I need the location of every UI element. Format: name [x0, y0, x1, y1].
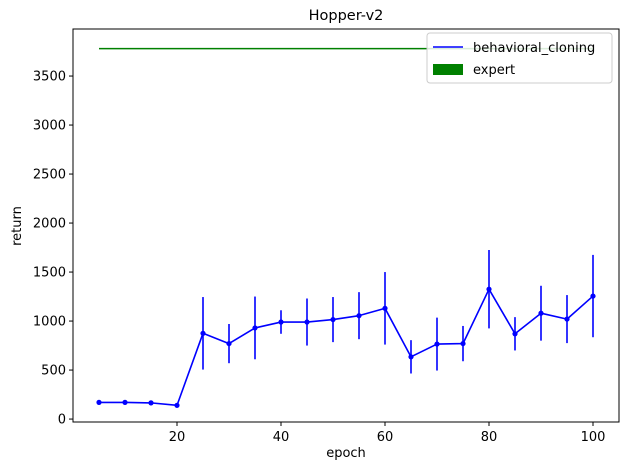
legend-label-behavioral-cloning: behavioral_cloning [473, 41, 595, 56]
data-point [356, 313, 362, 319]
y-axis: 0 500 1000 1500 2000 2500 3000 3500 [33, 70, 73, 428]
y-tick-label: 3500 [33, 70, 66, 85]
legend-swatch-expert [433, 64, 463, 75]
data-point [304, 319, 310, 325]
data-point [486, 286, 492, 292]
behavioral-cloning-series [96, 250, 596, 408]
y-tick-label: 500 [41, 364, 66, 379]
data-point [122, 399, 128, 405]
data-point [96, 399, 102, 405]
data-point [330, 316, 336, 323]
data-point [590, 293, 596, 299]
behavioral-cloning-line [99, 288, 594, 407]
x-axis-label: epoch [326, 446, 366, 461]
y-tick-label: 3000 [33, 119, 66, 134]
data-point [408, 354, 414, 360]
plot-area [96, 47, 596, 408]
y-tick-label: 2000 [33, 217, 66, 232]
x-tick-label: 20 [169, 430, 186, 445]
data-point [148, 400, 154, 406]
y-axis-label: return [10, 206, 25, 246]
data-point [564, 316, 570, 322]
y-tick-label: 1500 [33, 266, 66, 281]
data-point [512, 331, 518, 337]
x-tick-label: 100 [581, 430, 606, 445]
y-tick-label: 1000 [33, 315, 66, 330]
y-tick-label: 0 [58, 413, 66, 428]
data-point [226, 340, 232, 347]
data-point [278, 319, 284, 325]
data-point [460, 340, 466, 347]
legend-box [426, 32, 613, 84]
x-tick-label: 40 [273, 430, 290, 445]
data-point [382, 305, 388, 311]
plot-frame [72, 28, 620, 423]
legend: behavioral_cloning expert [426, 32, 613, 84]
x-tick-label: 60 [377, 430, 394, 445]
data-point [434, 341, 440, 347]
data-point [252, 325, 258, 331]
chart-title: Hopper-v2 [309, 8, 384, 24]
x-tick-label: 80 [481, 430, 498, 445]
data-point [174, 402, 180, 408]
y-tick-label: 2500 [33, 168, 66, 183]
x-axis: 20 40 60 80 100 [169, 422, 606, 445]
legend-label-expert: expert [473, 63, 515, 78]
data-point [200, 330, 206, 336]
data-point [538, 310, 544, 316]
